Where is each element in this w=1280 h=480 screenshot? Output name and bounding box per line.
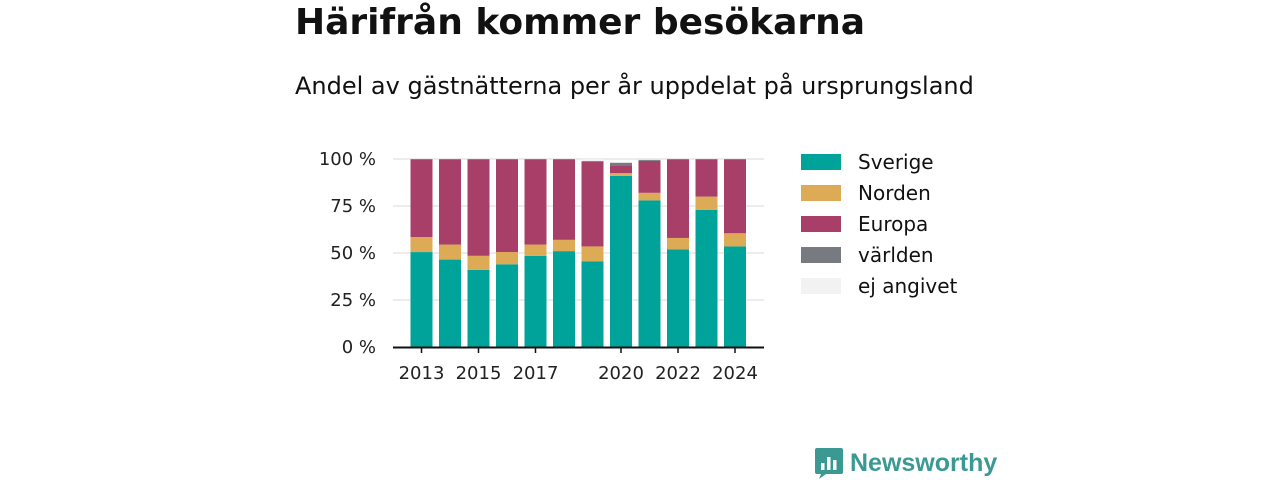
y-tick-label: 50 %: [330, 243, 376, 264]
axes: 0 % 25 % 50 % 75 % 100 % 2013 2015 2017 2020 2022…: [319, 149, 764, 384]
legend-swatch[interactable]: [801, 247, 841, 263]
bar-segment: [553, 159, 575, 240]
bar-segment: [724, 159, 746, 160]
bar-segment: [439, 244, 461, 260]
bar-segment: [581, 159, 604, 161]
y-tick-label: 25 %: [330, 290, 376, 311]
legend-label[interactable]: världen: [858, 243, 934, 267]
bar-segment: [410, 252, 433, 347]
bar-segment: [638, 192, 661, 201]
bar-segment: [467, 159, 490, 256]
legend-label[interactable]: Europa: [858, 212, 928, 236]
bar-segment: [724, 159, 746, 234]
bar-segment: [695, 159, 718, 160]
bar-segment: [581, 261, 604, 347]
x-tick-label: 2017: [513, 363, 559, 384]
bar-segment: [524, 159, 547, 245]
bar-segment: [638, 159, 661, 161]
legend-swatch[interactable]: [801, 154, 841, 170]
x-tick-label: 2013: [399, 363, 445, 384]
bar-segment: [667, 249, 689, 347]
bar-segment: [553, 251, 575, 347]
bar-segment: [467, 255, 490, 270]
x-tick-label: 2020: [598, 363, 644, 384]
bar-segment: [667, 159, 689, 160]
bar-segment: [410, 159, 433, 160]
x-tick-label: 2015: [456, 363, 502, 384]
bar-segment: [581, 246, 604, 262]
newsworthy-logo-icon: [815, 448, 843, 479]
y-tick-label: 0 %: [342, 337, 376, 358]
newsworthy-logo[interactable]: Newsworthy: [814, 446, 997, 480]
bars: [410, 159, 746, 347]
bar-segment: [667, 159, 689, 238]
bar-segment: [553, 159, 575, 160]
bar-segment: [496, 252, 518, 265]
y-tick-label: 75 %: [330, 196, 376, 217]
bar-segment: [467, 159, 490, 160]
bar-segment: [553, 239, 575, 252]
bar-segment: [524, 255, 547, 347]
bar-segment: [581, 161, 604, 247]
bar-segment: [610, 165, 632, 174]
bar-segment: [524, 159, 547, 160]
bar-segment: [695, 209, 718, 347]
legend-label[interactable]: Sverige: [858, 150, 934, 174]
bar-segment: [724, 233, 746, 247]
legend-swatch[interactable]: [801, 216, 841, 232]
bar-segment: [439, 159, 461, 245]
x-tick-label: 2024: [712, 363, 758, 384]
legend-swatch[interactable]: [801, 185, 841, 201]
bar-segment: [610, 162, 632, 166]
bar-segment: [496, 159, 518, 253]
newsworthy-logo-text: Newsworthy: [850, 448, 998, 477]
legend-label[interactable]: ej angivet: [858, 274, 958, 298]
y-tick-label: 100 %: [319, 149, 376, 170]
legend-label[interactable]: Norden: [858, 181, 931, 205]
chart-title: Härifrån kommer besökarna: [295, 2, 866, 43]
legend[interactable]: Sverige Norden Europa världen ej angivet: [801, 150, 958, 298]
bar-segment: [467, 269, 490, 347]
bar-segment: [439, 259, 461, 347]
bar-segment: [524, 244, 547, 256]
bar-segment: [695, 196, 718, 210]
bar-segment: [667, 237, 689, 250]
legend-swatch[interactable]: [801, 278, 841, 294]
bar-segment: [638, 160, 661, 193]
bar-segment: [724, 246, 746, 347]
bar-segment: [496, 264, 518, 347]
bar-segment: [610, 175, 632, 347]
bar-segment: [695, 159, 718, 197]
bar-segment: [410, 237, 433, 253]
bar-segment: [638, 200, 661, 347]
bar-segment: [610, 173, 632, 176]
bar-segment: [410, 159, 433, 238]
chart-subtitle: Andel av gästnätterna per år uppdelat på…: [295, 72, 974, 100]
bar-segment: [581, 160, 604, 162]
x-tick-label: 2022: [655, 363, 701, 384]
bar-segment: [439, 159, 461, 160]
bar-segment: [496, 159, 518, 160]
